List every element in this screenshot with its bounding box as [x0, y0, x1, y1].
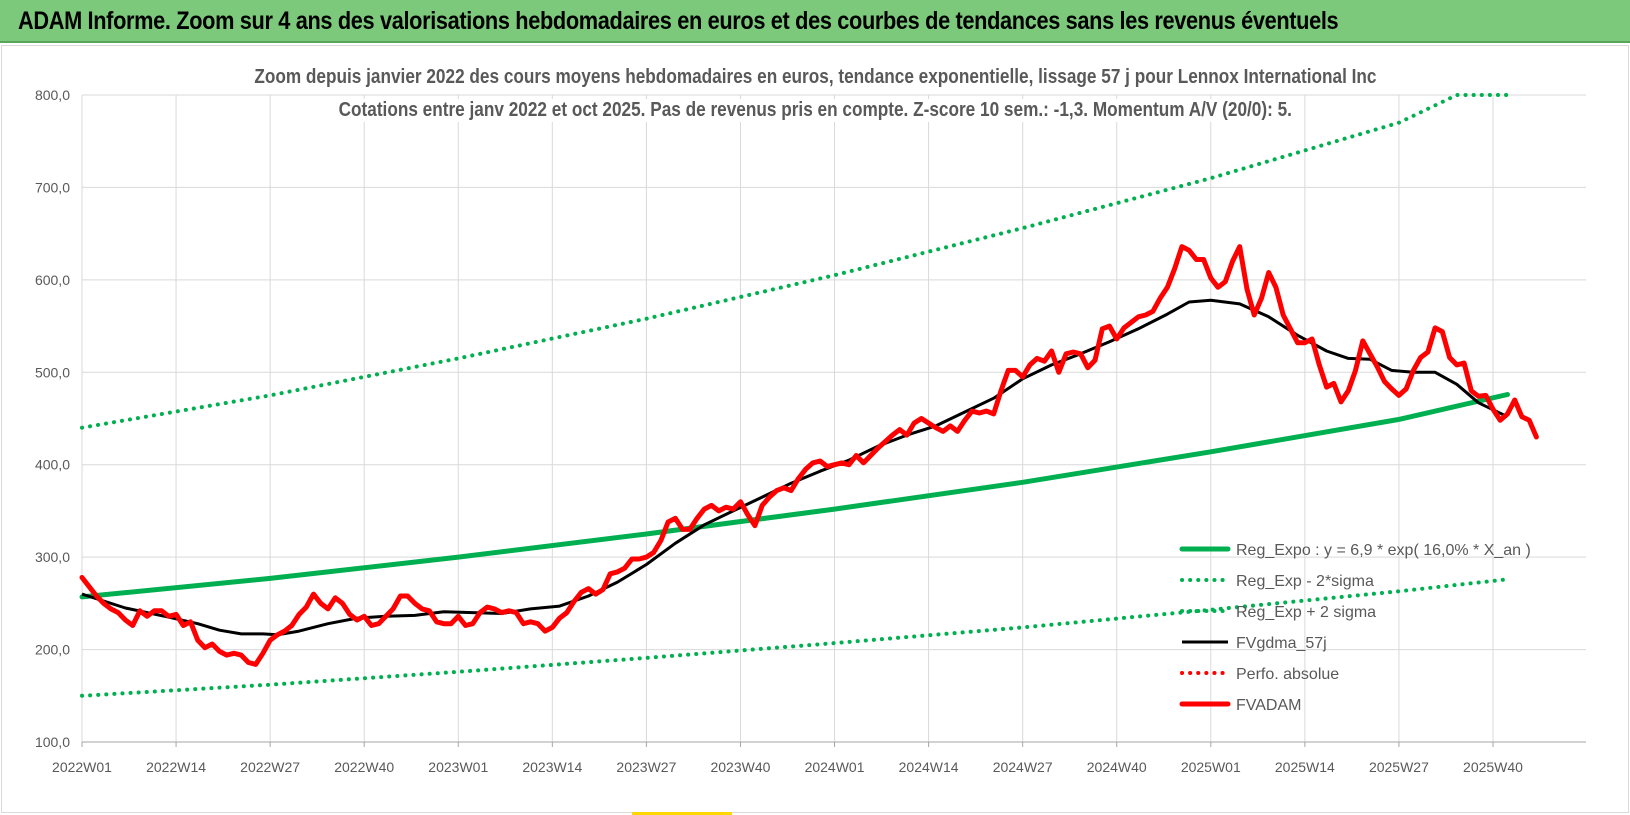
series-line-fvadam — [79, 244, 1539, 667]
y-tick-label: 400,0 — [35, 457, 70, 473]
legend-label: Reg_Exp + 2 sigma — [1236, 604, 1376, 621]
x-tick-label: 2024W40 — [1087, 759, 1147, 775]
bottom-accent — [632, 812, 732, 815]
y-tick-label: 300,0 — [35, 549, 70, 565]
x-tick-label: 2025W14 — [1275, 759, 1335, 775]
x-tick-label: 2023W27 — [616, 759, 676, 775]
x-tick-label: 2022W40 — [334, 759, 394, 775]
x-tick-label: 2025W01 — [1181, 759, 1241, 775]
x-tick-label: 2024W14 — [899, 759, 959, 775]
x-tick-label: 2023W14 — [522, 759, 582, 775]
x-tick-label: 2023W40 — [710, 759, 770, 775]
y-tick-label: 800,0 — [35, 87, 70, 103]
y-tick-label: 600,0 — [35, 272, 70, 288]
y-tick-label: 500,0 — [35, 364, 70, 380]
legend-label: FVADAM — [1236, 697, 1301, 714]
legend-label: FVgdma_57j — [1236, 635, 1327, 652]
x-tick-label: 2025W40 — [1463, 759, 1523, 775]
x-tick-label: 2025W27 — [1369, 759, 1429, 775]
chart-subtitle-line1: Zoom depuis janvier 2022 des cours moyen… — [0, 66, 1630, 89]
legend: Reg_Expo : y = 6,9 * exp( 16,0% * X_an )… — [1179, 542, 1531, 714]
report-header: ADAM Informe. Zoom sur 4 ans des valoris… — [0, 0, 1630, 43]
y-tick-label: 100,0 — [35, 734, 70, 750]
series-line-reg-exp-2-sigma — [80, 577, 1510, 698]
x-tick-label: 2024W01 — [805, 759, 865, 775]
x-tick-label: 2022W14 — [146, 759, 206, 775]
x-tick-label: 2024W27 — [993, 759, 1053, 775]
series-line-reg-expo-y-6-9-exp-16-0-x-an — [79, 392, 1510, 600]
y-tick-label: 200,0 — [35, 642, 70, 658]
x-tick-label: 2022W01 — [52, 759, 112, 775]
axis-layer: 100,0 200,0 300,0 400,0 500,0 600,0 700,0 800,0… — [35, 87, 1586, 775]
legend-label: Perfo. absolue — [1236, 666, 1339, 683]
series-layer — [79, 93, 1539, 698]
legend-label: Reg_Expo : y = 6,9 * exp( 16,0% * X_an ) — [1236, 542, 1531, 559]
series-line-reg-exp-2-sigma — [80, 93, 1510, 430]
report-title: ADAM Informe. Zoom sur 4 ans des valoris… — [18, 7, 1339, 35]
chart-subtitle-line2: Cotations entre janv 2022 et oct 2025. P… — [0, 99, 1630, 122]
x-tick-label: 2022W27 — [240, 759, 300, 775]
x-tick-label: 2023W01 — [428, 759, 488, 775]
y-tick-label: 700,0 — [35, 179, 70, 195]
legend-label: Reg_Exp - 2*sigma — [1236, 573, 1374, 590]
